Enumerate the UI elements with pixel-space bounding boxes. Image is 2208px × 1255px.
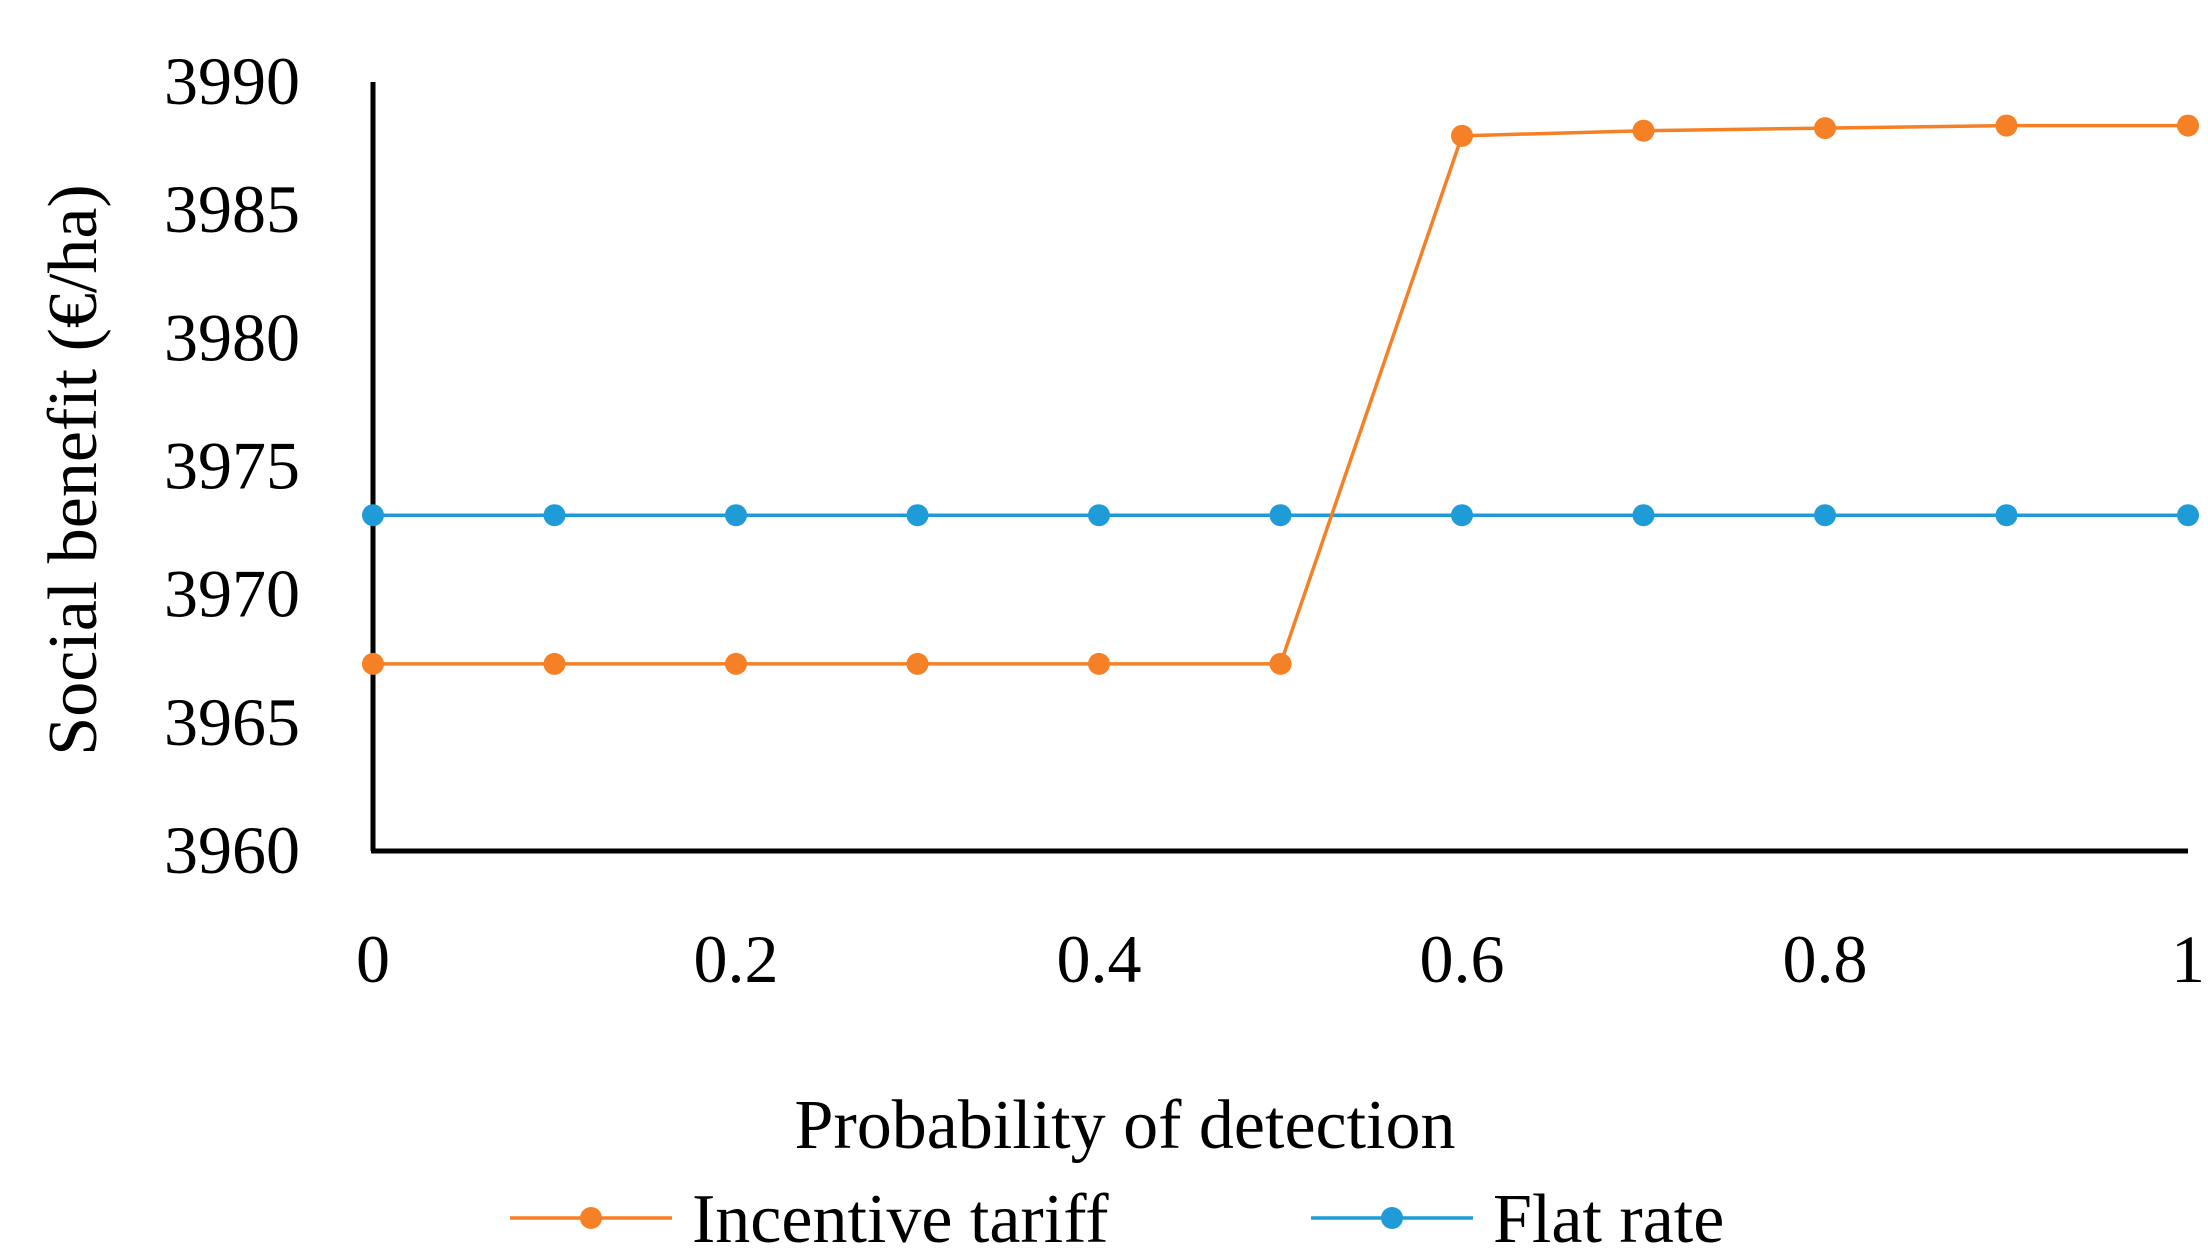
legend-label-flat-rate: Flat rate [1493, 1181, 1724, 1255]
data-point-incentive-tariff [1269, 652, 1292, 675]
data-point-incentive-tariff [1995, 114, 2018, 137]
series-line-incentive-tariff [373, 123, 2188, 666]
data-point-incentive-tariff [1451, 124, 1473, 147]
x-tick-label: 0.8 [1783, 921, 1868, 997]
x-tick-label: 0 [356, 921, 390, 997]
y-tick-labels: 3960 3965 3970 3975 3980 3985 3990 [164, 43, 300, 888]
legend-label-incentive-tariff: Incentive tariff [692, 1181, 1109, 1255]
x-tick-labels: 0 0.2 0.4 0.6 0.8 1 [356, 921, 2205, 997]
data-point-incentive-tariff [906, 652, 929, 675]
data-point-incentive-tariff [725, 652, 747, 675]
data-point-flat-rate [1088, 504, 1110, 527]
data-point-flat-rate [1814, 504, 1836, 527]
data-point-incentive-tariff [1088, 652, 1110, 675]
y-tick-label: 3970 [164, 556, 300, 632]
series-layer [362, 114, 2199, 675]
x-tick-label: 0.2 [694, 921, 779, 997]
data-point-flat-rate [725, 504, 747, 527]
data-point-flat-rate [1269, 504, 1292, 527]
data-point-flat-rate [362, 504, 384, 527]
y-axis-title: Social benefit (€/ha) [35, 184, 112, 755]
legend-item-incentive-tariff: Incentive tariff [510, 1181, 1109, 1255]
data-point-flat-rate [2177, 504, 2199, 527]
data-point-flat-rate [1632, 504, 1655, 527]
x-tick-label: 0.4 [1057, 921, 1142, 997]
y-tick-label: 3960 [164, 812, 300, 888]
data-point-incentive-tariff [362, 652, 384, 675]
series-incentive-tariff [362, 114, 2199, 675]
y-tick-label: 3985 [164, 171, 300, 247]
x-axis-title: Probability of detection [795, 1087, 1456, 1164]
legend: Incentive tariff Flat rate [510, 1181, 1724, 1255]
data-point-flat-rate [1451, 504, 1473, 527]
y-tick-label: 3980 [164, 299, 300, 375]
data-point-incentive-tariff [1814, 117, 1836, 140]
data-point-flat-rate [906, 504, 929, 527]
data-point-flat-rate [543, 504, 566, 527]
y-tick-label: 3965 [164, 684, 300, 760]
x-tick-label: 1 [2171, 921, 2205, 997]
data-point-incentive-tariff [543, 652, 566, 675]
y-tick-label: 3990 [164, 43, 300, 119]
legend-marker-incentive-tariff [580, 1207, 602, 1229]
data-point-incentive-tariff [2177, 114, 2199, 137]
series-flat-rate [362, 504, 2199, 527]
legend-marker-flat-rate [1381, 1207, 1403, 1229]
data-point-flat-rate [1995, 504, 2018, 527]
data-point-incentive-tariff [1632, 119, 1655, 142]
x-tick-label: 0.6 [1420, 921, 1505, 997]
legend-item-flat-rate: Flat rate [1311, 1181, 1724, 1255]
y-tick-label: 3975 [164, 428, 300, 504]
